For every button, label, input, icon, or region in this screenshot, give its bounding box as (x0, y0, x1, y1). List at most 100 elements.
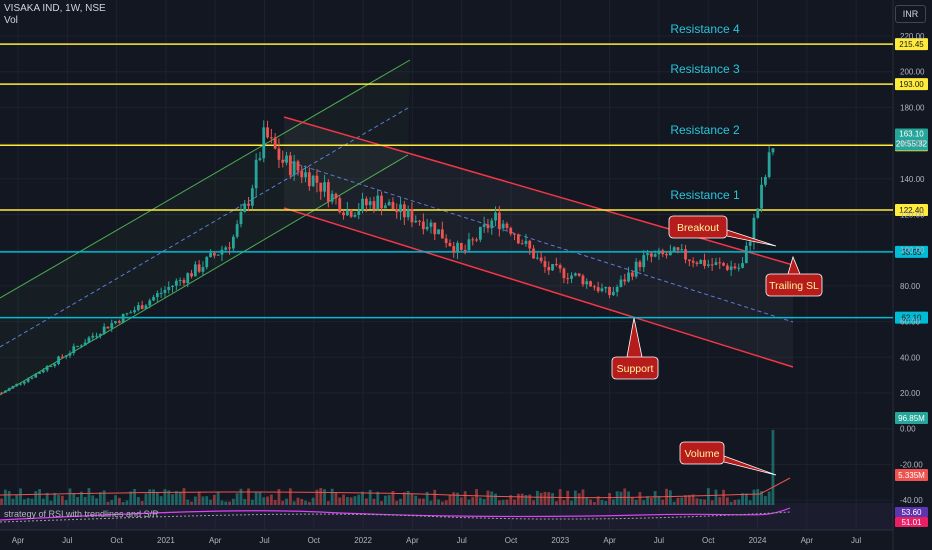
volume-bar (722, 489, 725, 505)
volume-bar (383, 495, 387, 505)
candle-body (326, 182, 330, 202)
candle-body (368, 201, 372, 206)
candle-body (102, 326, 106, 334)
level-badge-text: 98.95 (901, 248, 922, 257)
volume-bar (182, 488, 186, 505)
volume-bar (410, 493, 414, 505)
volume-bar (703, 499, 706, 505)
candle-body (596, 287, 600, 292)
candle-body (178, 280, 182, 282)
candle-body (699, 260, 703, 264)
candle-body (763, 176, 767, 185)
y-tick-label: 180.00 (900, 103, 925, 112)
volume-bar (64, 500, 68, 505)
callout-text: Trailing SL (769, 280, 819, 292)
volume-bar (315, 489, 319, 505)
volume-bar (167, 490, 171, 505)
candle-body (592, 286, 596, 288)
candle-body (323, 182, 326, 192)
volume-bar (725, 497, 729, 505)
candle-body (235, 224, 239, 237)
candle-body (159, 292, 163, 294)
candle-body (710, 264, 714, 266)
candle-body (414, 220, 418, 223)
volume-bar (349, 497, 353, 505)
x-tick-label: Jul (654, 536, 664, 545)
volume-bar (577, 493, 581, 505)
candle-body (604, 287, 608, 289)
symbol-title[interactable]: VISAKA IND, 1W, NSE (4, 3, 106, 14)
candle-body (475, 239, 478, 241)
volume-bar (695, 498, 699, 505)
candle-body (718, 262, 722, 264)
volume-bar (630, 497, 634, 505)
x-tick-label: Apr (406, 536, 419, 545)
volume-bar (592, 501, 596, 505)
volume-bar (763, 496, 767, 505)
x-tick-label: Apr (12, 536, 25, 545)
candle-body (30, 377, 34, 379)
candle-body (653, 254, 657, 257)
volume-bar (83, 496, 87, 505)
candle-body (174, 280, 178, 286)
candle-body (330, 193, 334, 202)
callout-text: Breakout (677, 222, 719, 234)
candle-body (619, 279, 623, 287)
volume-bar (767, 491, 771, 505)
candle-body (269, 137, 273, 139)
volume-bar (456, 492, 459, 505)
volume-bar (129, 491, 133, 505)
volume-bar (505, 499, 509, 505)
y-tick-label: 220.00 (900, 32, 925, 41)
volume-bar (243, 499, 247, 505)
volume-bar (467, 499, 471, 505)
candle-body (345, 210, 349, 216)
candle-body (627, 272, 630, 282)
currency-button[interactable]: INR (895, 5, 926, 23)
volume-bar (634, 499, 638, 505)
volume-bar (205, 496, 209, 505)
candle-body (254, 159, 258, 189)
volume-legend[interactable]: Vol (4, 15, 18, 26)
volume-bar (589, 499, 592, 505)
level-badge (895, 311, 928, 324)
candle-body (38, 372, 41, 374)
volume-bar (60, 495, 64, 505)
volume-bar (444, 500, 448, 505)
candle-body (106, 326, 110, 329)
candle-body (459, 242, 463, 250)
volume-bar (687, 495, 691, 505)
candle-body (638, 261, 642, 268)
candle-body (539, 257, 543, 262)
volume-bar (273, 500, 277, 505)
volume-bar (144, 493, 148, 505)
candle-body (547, 267, 551, 271)
candle-body (136, 305, 140, 311)
candle-body (706, 264, 710, 266)
descending-channel-lower (283, 207, 794, 368)
level-badge (895, 245, 928, 258)
candle-body (315, 175, 319, 183)
rsi-indicator-label[interactable]: strategy of RSI with trendlines and S/R (4, 509, 159, 519)
volume-bar (372, 498, 376, 505)
volume-bar (513, 499, 516, 505)
descending-channel-upper (283, 116, 794, 266)
candle-body (444, 238, 448, 243)
volume-bar (110, 499, 114, 505)
candle-body (171, 285, 174, 287)
candle-body (357, 210, 361, 216)
y-axis: 220.00 200.00 180.00 160.00 140.00 120.00 100.… (900, 32, 925, 505)
volume-bar (649, 497, 653, 505)
volume-bar (676, 497, 680, 505)
candle-body (182, 280, 186, 283)
volume-bar (209, 499, 212, 505)
volume-bar (53, 492, 57, 505)
volume-bar (741, 493, 744, 505)
volume-bar (300, 498, 304, 505)
volume-bar (490, 491, 494, 505)
volume-bar (174, 491, 178, 505)
volume-bar (220, 500, 224, 505)
candle-body (3, 390, 7, 393)
volume-bar (304, 500, 307, 505)
